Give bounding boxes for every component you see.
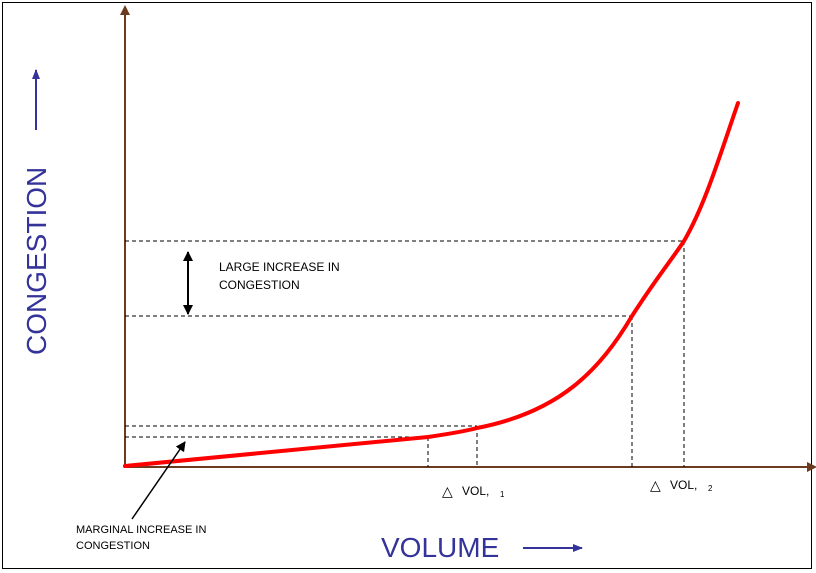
vol2-label: VOL, — [670, 478, 697, 492]
marginal-increase-label-line1: MARGINAL INCREASE IN — [76, 524, 206, 536]
vol1-subscript: 1 — [500, 490, 505, 499]
vol2-subscript: 2 — [708, 484, 713, 493]
delta-icon-vol2: △ — [650, 477, 661, 493]
large-increase-label-line1: LARGE INCREASE IN — [219, 260, 340, 274]
congestion-curve — [123, 101, 740, 468]
marginal-increase-pointer — [131, 441, 186, 520]
vol1-label: VOL, — [462, 484, 489, 498]
y-axis-title: CONGESTION — [21, 167, 52, 355]
large-increase-label-line2: CONGESTION — [219, 278, 300, 292]
marginal-increase-label-line2: CONGESTION — [76, 540, 150, 552]
delta-icon-vol1: △ — [442, 483, 453, 499]
x-axis-title: VOLUME — [381, 532, 499, 563]
